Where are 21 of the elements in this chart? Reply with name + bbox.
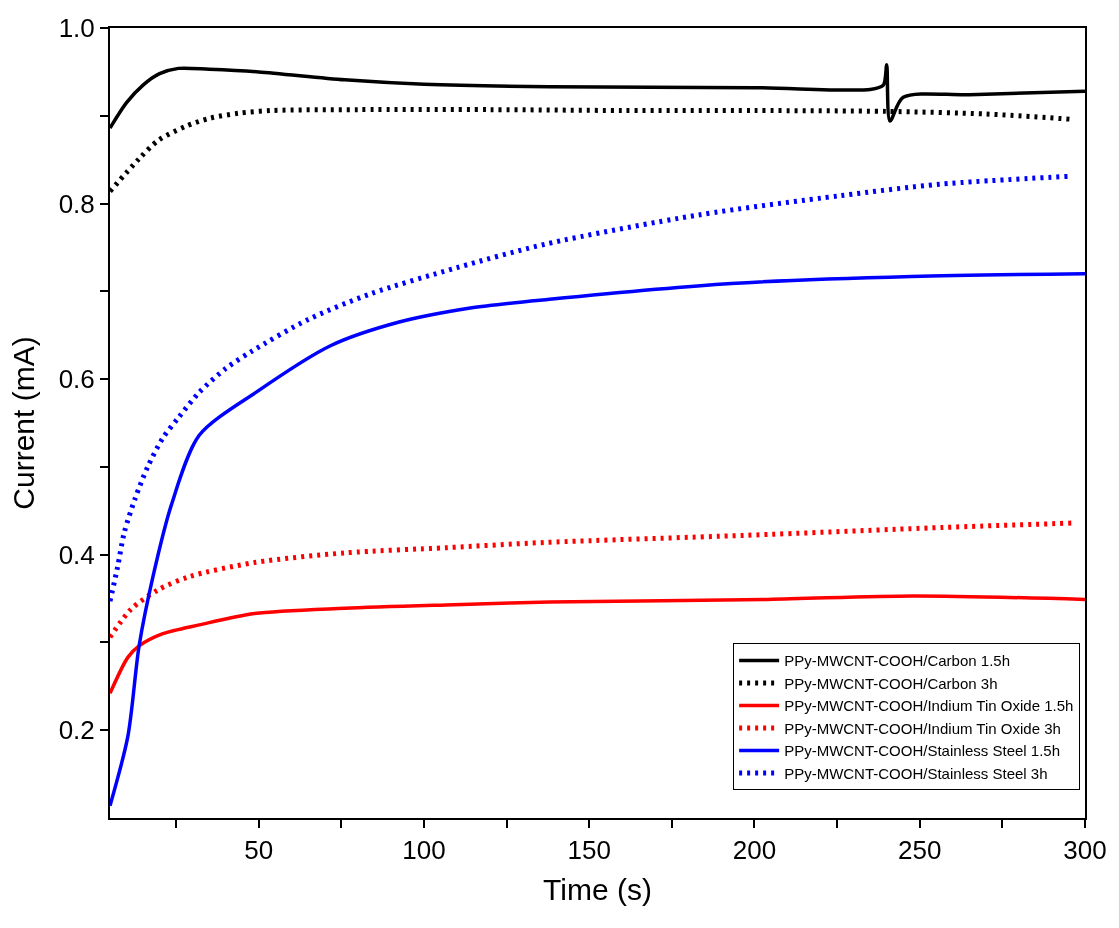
y-tick-label: 0.4 xyxy=(58,539,95,570)
y-tick-label: 0.8 xyxy=(58,188,95,219)
legend-label: PPy-MWCNT-COOH/Stainless Steel 3h xyxy=(784,764,1048,782)
line-series xyxy=(110,272,1085,808)
y-axis-title: Current (mA) xyxy=(7,336,41,510)
y-tick-label: 0.2 xyxy=(58,715,95,746)
legend-label: PPy-MWCNT-COOH/Stainless Steel 1.5h xyxy=(784,742,1061,760)
x-tick-label: 250 xyxy=(898,835,942,866)
x-tick-label: 200 xyxy=(732,835,777,866)
legend-label: PPy-MWCNT-COOH/Carbon 3h xyxy=(784,674,998,692)
x-tick-label: 50 xyxy=(244,835,274,866)
legend-label: PPy-MWCNT-COOH/Carbon 1.5h xyxy=(784,652,1011,670)
legend-label: PPy-MWCNT-COOH/Indium Tin Oxide 3h xyxy=(784,719,1061,737)
y-tick-label: 0.6 xyxy=(58,364,95,395)
x-tick-label: 150 xyxy=(567,835,611,866)
y-tick-label: 1.0 xyxy=(58,13,95,44)
x-tick-label: 300 xyxy=(1063,835,1107,866)
line-series xyxy=(110,594,1085,696)
x-tick-label: 100 xyxy=(402,835,446,866)
legend-label: PPy-MWCNT-COOH/Indium Tin Oxide 1.5h xyxy=(784,697,1074,715)
x-axis-title: Time (s) xyxy=(543,873,652,907)
